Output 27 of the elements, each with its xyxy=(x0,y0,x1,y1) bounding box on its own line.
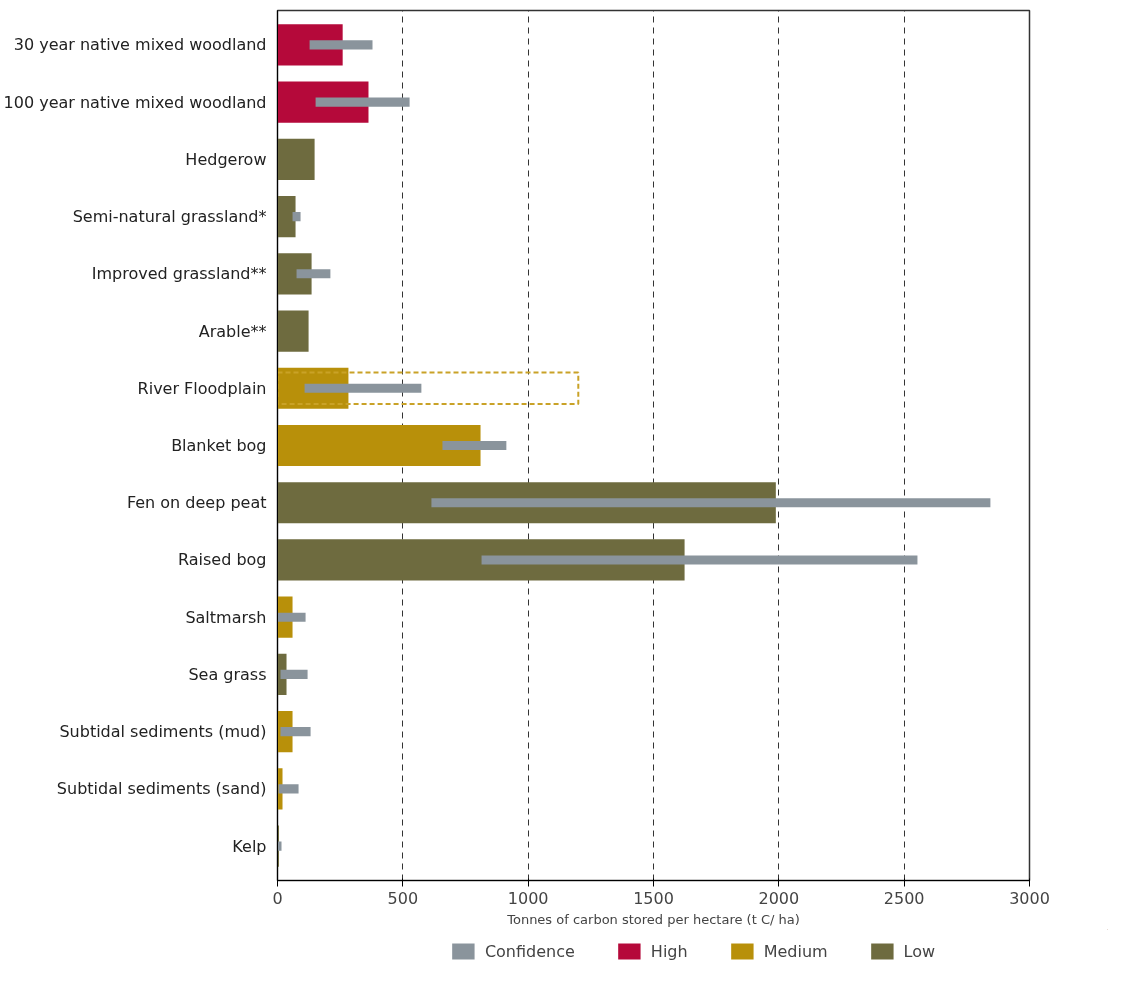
y-tick-label: Semi-natural grassland* xyxy=(72,207,267,227)
x-tick-label: 1500 xyxy=(633,888,674,908)
y-tick-label: Saltmarsh xyxy=(185,607,267,627)
legend-label: Low xyxy=(903,941,936,961)
x-tick-label: 2500 xyxy=(883,888,925,908)
y-tick-label: 30 year native mixed woodland xyxy=(13,35,267,55)
y-tick-label: Raised bog xyxy=(177,550,267,570)
x-tick-label: 0 xyxy=(272,888,283,908)
y-tick-label: 100 year native mixed woodland xyxy=(3,92,267,112)
legend-label: Confidence xyxy=(484,941,575,961)
y-tick-label: Arable** xyxy=(198,321,267,341)
y-tick-label: River Floodplain xyxy=(137,378,267,398)
x-tick-label: 500 xyxy=(387,888,419,908)
legend-label: Medium xyxy=(763,941,828,961)
y-tick-label: Subtidal sediments (mud) xyxy=(59,722,267,742)
y-tick-label: Improved grassland** xyxy=(91,264,267,284)
y-tick-label: Blanket bog xyxy=(171,436,267,455)
legend-label: High xyxy=(650,941,688,961)
x-tick-label: 1000 xyxy=(507,888,549,908)
x-axis-title: Tonnes of carbon stored per hectare (t C/ ha) xyxy=(506,911,800,927)
y-tick-label: Kelp xyxy=(232,836,267,856)
y-tick-label: Hedgerow xyxy=(185,149,267,169)
y-tick-label: Sea grass xyxy=(188,664,267,684)
x-tick-label: 3000 xyxy=(1009,888,1050,908)
y-tick-label: Subtidal sediments (sand) xyxy=(56,779,267,799)
y-tick-label: Fen on deep peat xyxy=(126,493,267,513)
x-tick-label: 2000 xyxy=(758,888,800,908)
